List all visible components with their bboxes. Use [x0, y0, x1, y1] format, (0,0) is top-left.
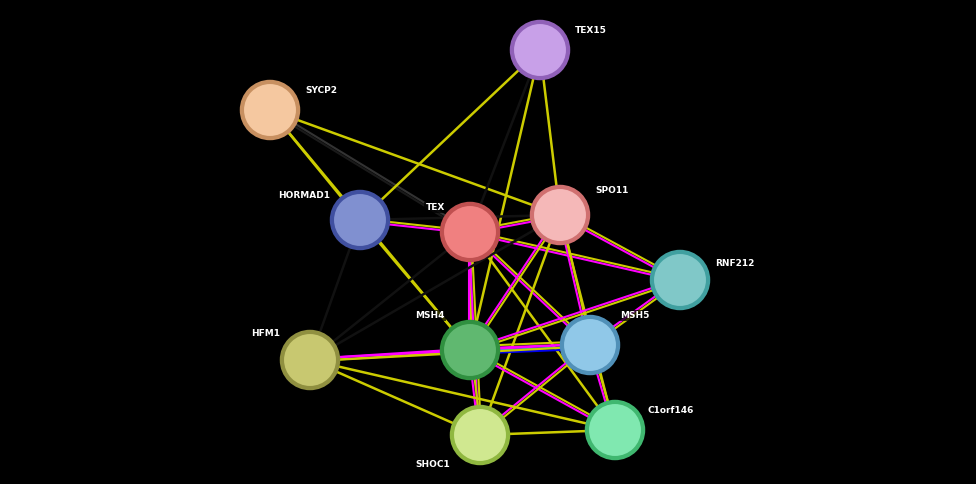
Circle shape	[533, 188, 587, 242]
Circle shape	[330, 190, 390, 250]
Circle shape	[650, 250, 711, 310]
Circle shape	[588, 403, 642, 457]
Circle shape	[563, 318, 617, 372]
Text: TEX15: TEX15	[575, 26, 607, 35]
Text: SHOC1: SHOC1	[415, 460, 450, 469]
Circle shape	[450, 405, 510, 465]
Circle shape	[585, 400, 645, 460]
Text: MSH4: MSH4	[416, 311, 445, 320]
Text: SPO11: SPO11	[595, 186, 629, 195]
Circle shape	[509, 20, 570, 80]
Circle shape	[283, 333, 337, 387]
Circle shape	[333, 193, 387, 247]
Circle shape	[280, 330, 341, 390]
Text: SYCP2: SYCP2	[305, 86, 337, 95]
Text: TEX: TEX	[426, 203, 445, 212]
Text: HORMAD1: HORMAD1	[278, 191, 330, 200]
Circle shape	[530, 185, 590, 245]
Text: MSH5: MSH5	[620, 311, 649, 320]
Text: C1orf146: C1orf146	[648, 406, 694, 415]
Text: HFM1: HFM1	[251, 329, 280, 338]
Circle shape	[653, 253, 707, 307]
Circle shape	[243, 83, 297, 137]
Circle shape	[560, 315, 620, 375]
Circle shape	[513, 23, 567, 77]
Circle shape	[240, 80, 301, 140]
Circle shape	[443, 205, 497, 259]
Text: RNF212: RNF212	[715, 259, 754, 268]
Circle shape	[443, 323, 497, 377]
Circle shape	[440, 202, 501, 262]
Circle shape	[440, 320, 501, 380]
Circle shape	[453, 408, 507, 462]
